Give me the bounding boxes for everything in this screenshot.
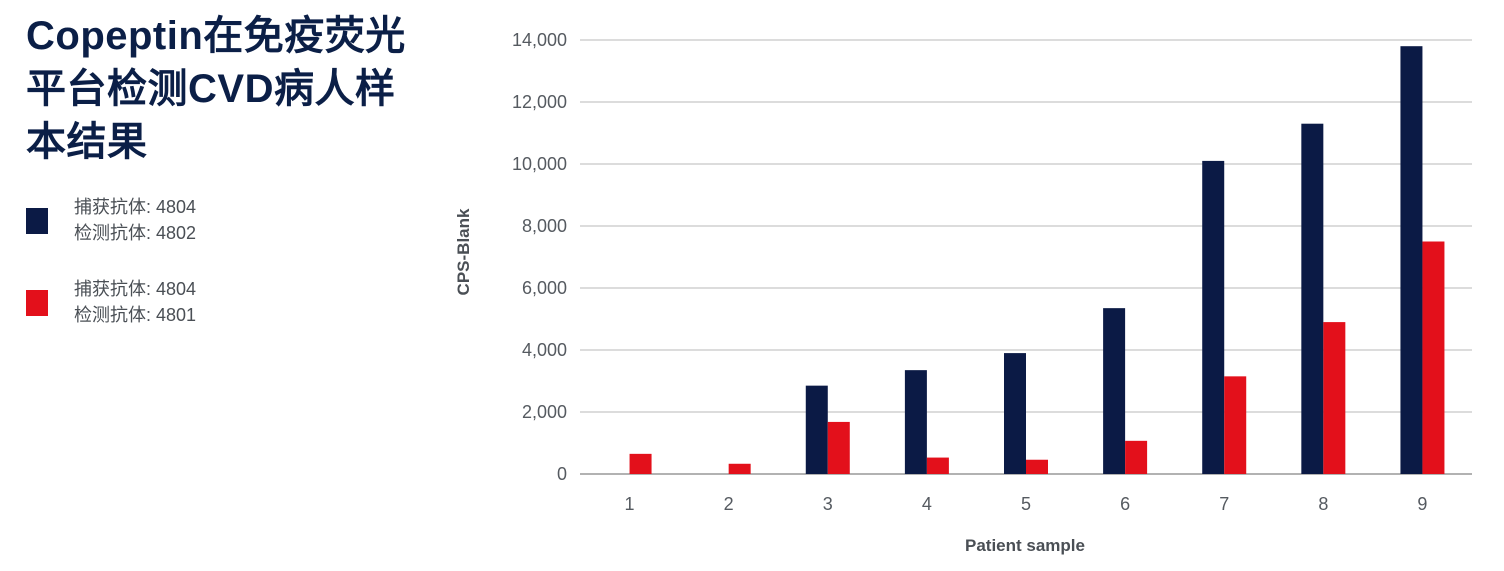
y-tick-label: 8,000 bbox=[522, 216, 567, 236]
bar-series-1-sample-9 bbox=[1400, 46, 1423, 474]
bar-series-2-sample-5 bbox=[1026, 459, 1048, 474]
x-tick-label: 6 bbox=[1120, 494, 1130, 514]
bar-series-1-sample-7 bbox=[1202, 160, 1225, 474]
y-tick-label: 12,000 bbox=[512, 92, 567, 112]
legend: 捕获抗体: 4804 检测抗体: 4802 捕获抗体: 4804 检测抗体: 4… bbox=[26, 194, 326, 358]
y-axis-ticks: 0 2,000 4,000 6,000 8,000 10,000 12,000 14,000 bbox=[512, 30, 567, 484]
legend-capture-antibody: 捕获抗体: 4804 bbox=[74, 279, 197, 299]
legend-capture-antibody: 捕获抗体: 4804 bbox=[74, 197, 197, 217]
legend-detection-antibody: 检测抗体: 4801 bbox=[74, 305, 197, 325]
bar-series-1-sample-5 bbox=[1004, 353, 1026, 474]
bar-series-1-sample-6 bbox=[1103, 308, 1126, 474]
legend-item-series-1: 捕获抗体: 4804 检测抗体: 4802 bbox=[26, 194, 326, 246]
bars bbox=[629, 46, 1445, 474]
x-axis-ticks: 1 2 3 4 5 6 7 8 9 bbox=[625, 494, 1428, 514]
x-tick-label: 4 bbox=[922, 494, 932, 514]
legend-label-series-1: 捕获抗体: 4804 检测抗体: 4802 bbox=[74, 194, 196, 246]
y-axis-label: CPS-Blank bbox=[454, 208, 473, 295]
legend-label-series-2: 捕获抗体: 4804 检测抗体: 4801 bbox=[74, 276, 196, 328]
x-tick-label: 5 bbox=[1021, 494, 1031, 514]
bar-series-2-sample-9 bbox=[1422, 241, 1445, 474]
x-tick-label: 8 bbox=[1318, 494, 1328, 514]
x-tick-label: 7 bbox=[1219, 494, 1229, 514]
legend-swatch-series-2 bbox=[26, 290, 48, 316]
y-tick-label: 10,000 bbox=[512, 154, 567, 174]
bar-series-2-sample-7 bbox=[1224, 376, 1247, 474]
bar-series-1-sample-8 bbox=[1301, 123, 1324, 474]
chart-title: Copeptin在免疫荧光平台检测CVD病人样本结果 bbox=[26, 14, 406, 164]
x-axis-label: Patient sample bbox=[965, 536, 1085, 555]
y-tick-label: 4,000 bbox=[522, 340, 567, 360]
legend-item-series-2: 捕获抗体: 4804 检测抗体: 4801 bbox=[26, 276, 326, 328]
x-tick-label: 3 bbox=[823, 494, 833, 514]
bar-series-1-sample-3 bbox=[805, 385, 828, 474]
y-tick-label: 14,000 bbox=[512, 30, 567, 50]
legend-swatch-series-1 bbox=[26, 208, 48, 234]
x-tick-label: 1 bbox=[625, 494, 635, 514]
y-tick-label: 0 bbox=[557, 464, 567, 484]
y-tick-label: 6,000 bbox=[522, 278, 567, 298]
x-tick-label: 9 bbox=[1417, 494, 1427, 514]
x-tick-label: 2 bbox=[724, 494, 734, 514]
bar-series-2-sample-1 bbox=[629, 453, 652, 474]
bar-series-1-sample-4 bbox=[904, 370, 927, 474]
legend-detection-antibody: 检测抗体: 4802 bbox=[74, 223, 197, 243]
bar-series-2-sample-4 bbox=[926, 457, 949, 474]
y-tick-label: 2,000 bbox=[522, 402, 567, 422]
bar-series-2-sample-6 bbox=[1125, 440, 1148, 474]
bar-series-2-sample-2 bbox=[728, 463, 751, 474]
bar-series-2-sample-3 bbox=[827, 421, 850, 474]
bar-series-2-sample-8 bbox=[1323, 322, 1346, 474]
